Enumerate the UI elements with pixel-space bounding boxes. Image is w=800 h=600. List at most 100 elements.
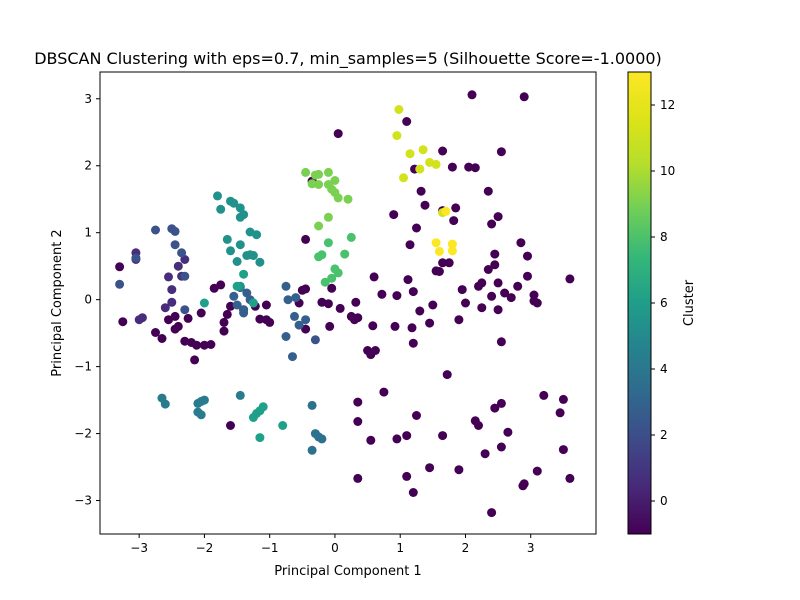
data-point (320, 277, 330, 287)
data-point (402, 431, 412, 441)
data-point (294, 320, 304, 330)
data-point (193, 398, 203, 408)
data-point (518, 481, 528, 491)
data-point (288, 352, 297, 362)
data-point (513, 281, 523, 291)
data-point (255, 257, 265, 267)
data-point (346, 232, 356, 242)
data-point (441, 206, 451, 216)
data-point (487, 291, 497, 301)
data-point (438, 258, 448, 268)
data-point (216, 280, 226, 290)
data-point (477, 278, 487, 288)
data-point (131, 253, 141, 263)
data-point (416, 186, 426, 196)
data-point (470, 163, 480, 173)
colorbar-label: Cluster (682, 279, 697, 326)
data-point (183, 313, 193, 323)
data-point (474, 421, 483, 430)
data-point (368, 321, 378, 331)
data-point (451, 203, 461, 213)
data-point (301, 284, 311, 294)
data-point (506, 293, 516, 303)
x-axis: −3 −2 −1 0 1 2 3 (130, 534, 535, 555)
data-point (335, 303, 345, 313)
data-point (196, 410, 206, 420)
data-point (323, 167, 333, 177)
data-point (408, 338, 418, 348)
data-point (199, 340, 209, 350)
x-tick-label: 0 (331, 541, 339, 555)
data-point (333, 129, 343, 139)
data-point (307, 179, 317, 189)
data-point (454, 465, 464, 475)
data-point (219, 317, 229, 327)
data-point (353, 417, 363, 426)
data-point (431, 238, 441, 248)
data-point (323, 238, 333, 248)
data-point (493, 212, 503, 222)
data-point (115, 279, 125, 289)
data-point (392, 434, 402, 444)
data-point (301, 324, 311, 334)
data-point (442, 370, 452, 380)
data-point (180, 305, 190, 315)
data-point (314, 169, 324, 179)
data-point (281, 281, 291, 291)
data-point (532, 466, 542, 476)
data-point (261, 300, 271, 310)
chart-title: DBSCAN Clustering with eps=0.7, min_samp… (34, 49, 662, 69)
x-tick-label: 2 (462, 541, 470, 555)
data-point (402, 117, 412, 126)
x-tick-label: 1 (396, 541, 404, 555)
data-point (235, 203, 245, 213)
data-point (408, 287, 418, 297)
data-point (196, 308, 206, 318)
data-point (281, 332, 291, 341)
data-point (558, 445, 568, 455)
data-point (177, 248, 187, 258)
data-point (565, 274, 575, 284)
data-point (216, 204, 226, 214)
data-point (180, 271, 190, 281)
data-point (157, 334, 167, 343)
data-point (327, 273, 337, 283)
data-point (170, 226, 180, 236)
data-point (330, 176, 340, 185)
data-point (343, 194, 353, 204)
data-point (369, 272, 379, 282)
data-point (219, 326, 229, 336)
data-point (180, 255, 190, 264)
data-point (412, 223, 421, 233)
data-point (333, 268, 343, 278)
data-point (239, 305, 249, 315)
data-point (379, 387, 389, 397)
data-point (317, 250, 327, 260)
data-point (496, 442, 506, 452)
data-point (229, 291, 239, 301)
colorbar-tick-label: 0 (660, 494, 668, 508)
data-point (487, 219, 497, 229)
y-tick-label: −3 (74, 494, 92, 508)
data-point (405, 240, 415, 250)
y-axis: −3 −2 −1 0 1 2 3 (74, 92, 100, 508)
colorbar-tick-label: 4 (660, 362, 668, 376)
data-point (190, 355, 200, 365)
data-point (353, 313, 363, 323)
y-tick-label: 1 (84, 226, 92, 240)
data-point (226, 421, 235, 430)
data-point (418, 145, 428, 155)
data-point (454, 315, 464, 325)
data-point (392, 291, 402, 301)
data-point (444, 258, 454, 268)
data-point (420, 200, 430, 210)
data-point (477, 303, 487, 313)
colorbar-tick-label: 10 (660, 164, 675, 178)
data-point (490, 249, 500, 259)
data-point (242, 288, 252, 298)
data-point (323, 212, 333, 222)
data-point (487, 508, 497, 518)
data-point (255, 314, 265, 324)
data-point (523, 271, 532, 281)
data-point (327, 283, 337, 293)
